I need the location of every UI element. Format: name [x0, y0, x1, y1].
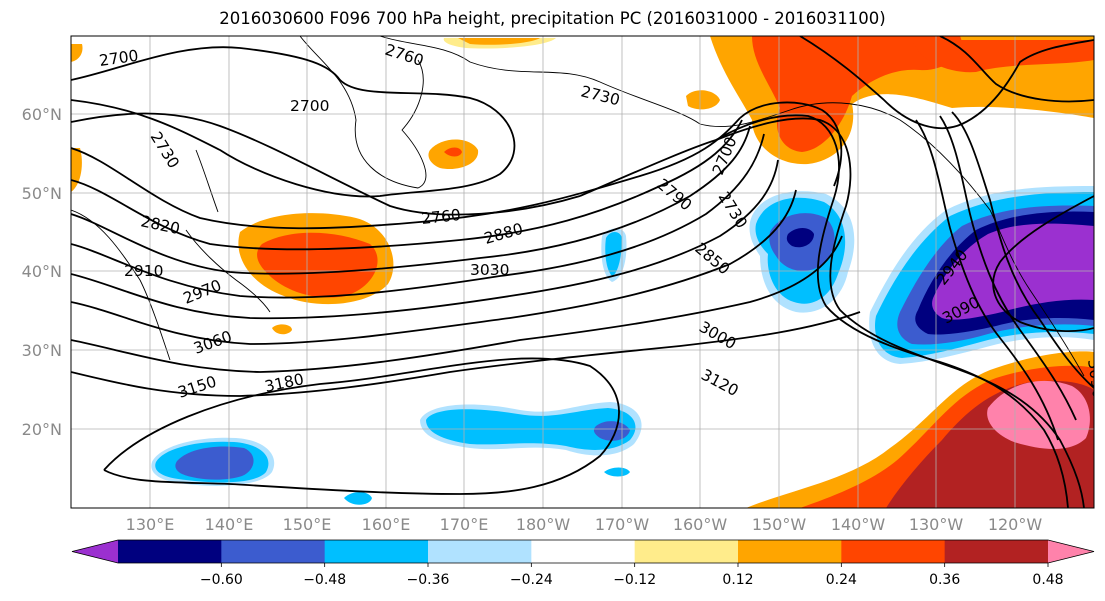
height-contour-3120 [71, 235, 843, 373]
precip-area-nepac-navy [786, 228, 814, 248]
colorbar-tick-label: −0.60 [200, 572, 243, 588]
contour-label: 3090 [1084, 358, 1105, 400]
lon-label: 130°E [126, 515, 175, 534]
colorbar-segment [738, 540, 842, 563]
height-contour-ridge-2730 [715, 114, 1069, 508]
height-contour-3180-loop [103, 357, 620, 495]
height-contour-3060 [71, 189, 797, 345]
height-contours [71, 36, 1094, 508]
contour-label: 2700 [290, 97, 329, 115]
height-contour-3150 [71, 311, 861, 397]
colorbar-tick-label: 0.48 [1032, 572, 1063, 588]
lon-label: 160°E [362, 515, 411, 534]
colorbar-tick-label: −0.24 [510, 572, 553, 588]
map-frame [70, 35, 1095, 509]
lon-label: 150°E [283, 515, 332, 534]
colorbar-extend-left [72, 540, 118, 563]
colorbar-segment [944, 540, 1049, 563]
colorbar: −0.60 −0.48 −0.36 −0.24 −0.12 0.12 0.24 0.36 0.4… [71, 539, 1095, 588]
lon-label: 180°W [516, 515, 571, 534]
precip-area-small-sky-2 [604, 467, 630, 477]
height-contour-uswc-trough-d [992, 195, 1094, 332]
colorbar-segment [531, 540, 636, 563]
coastline-alaska-south [699, 102, 991, 211]
height-contour-uswc-trough-b [939, 115, 1077, 421]
colorbar-tick-label: −0.36 [407, 572, 450, 588]
precip-area-small-sky [344, 492, 372, 505]
colorbar-segment [118, 540, 222, 563]
lon-label: 130°W [909, 515, 964, 534]
height-contour-nw-low [71, 46, 516, 198]
colorbar-tick-label: 0.24 [826, 572, 857, 588]
contour-label: 2700 [98, 47, 140, 70]
lat-label: 50°N [22, 184, 62, 203]
colorbar-tick-label: −0.12 [613, 572, 656, 588]
coastline-sakhalin [195, 149, 219, 213]
precip-area-subtrop-blue [593, 421, 630, 441]
coastline-siberia [379, 36, 701, 125]
height-contour-uswc-trough-a [951, 111, 1094, 389]
lon-label: 160°W [673, 515, 728, 534]
precip-area-bering-orange [458, 38, 540, 45]
map-panel: 2700 2760 2730 2700 2730 2820 2910 2970 … [71, 36, 1105, 508]
colorbar-segment [841, 540, 946, 563]
lon-label: 140°E [205, 515, 254, 534]
lon-label: 140°W [831, 515, 886, 534]
colorbar-segment [634, 540, 739, 563]
lat-label: 40°N [22, 262, 62, 281]
height-contour-2910 [71, 125, 751, 275]
precip-area-okhotsk-red [444, 147, 462, 157]
lon-label: 120°W [988, 515, 1043, 534]
contour-label: 2760 [421, 206, 462, 228]
lat-label: 60°N [22, 105, 62, 124]
colorbar-tick-label: 0.12 [722, 572, 753, 588]
precip-area-japan-small [272, 324, 292, 335]
lat-label: 20°N [22, 420, 62, 439]
colorbar-outline [71, 539, 1095, 564]
lon-label: 150°W [752, 515, 807, 534]
latitude-labels: 60°N 50°N 40°N 30°N 20°N [22, 105, 62, 439]
height-contour-north-arc-2 [939, 36, 1094, 103]
colorbar-segment [324, 540, 429, 563]
height-contour-uswc-trough-c [915, 119, 1059, 441]
height-contour-2880 [71, 119, 743, 251]
colorbar-segment [428, 540, 532, 563]
precip-area-gulf-alaska-red [752, 36, 962, 152]
precip-area-alaska-blob [686, 90, 720, 110]
longitude-labels: 130°E 140°E 150°E 160°E 170°E 180°W 170°… [126, 515, 1043, 534]
height-contour-2820 [71, 117, 741, 230]
contour-label: 2910 [124, 262, 163, 280]
height-contour-2970 [71, 133, 765, 299]
contour-label: 3030 [470, 261, 509, 279]
coastline-japan [185, 229, 271, 313]
height-contour-north-arc [799, 36, 1094, 130]
colorbar-tick-label: 0.36 [929, 572, 960, 588]
map-title: 2016030600 F096 700 hPa height, precipit… [219, 9, 886, 28]
precip-area-bc-red [912, 40, 1094, 73]
precip-area-w-edge-top [71, 44, 83, 62]
colorbar-tick-label: −0.48 [303, 572, 346, 588]
colorbar-extend-right [1048, 540, 1094, 563]
colorbar-segment [221, 540, 326, 563]
lon-label: 170°W [595, 515, 650, 534]
lat-label: 30°N [22, 341, 62, 360]
lon-label: 170°E [440, 515, 489, 534]
height-contour-3030 [71, 159, 779, 320]
coastline-kamchatka [299, 36, 427, 189]
height-contour-nepac-low [739, 101, 843, 187]
precip-area-w-subtrop-blue [175, 446, 254, 480]
